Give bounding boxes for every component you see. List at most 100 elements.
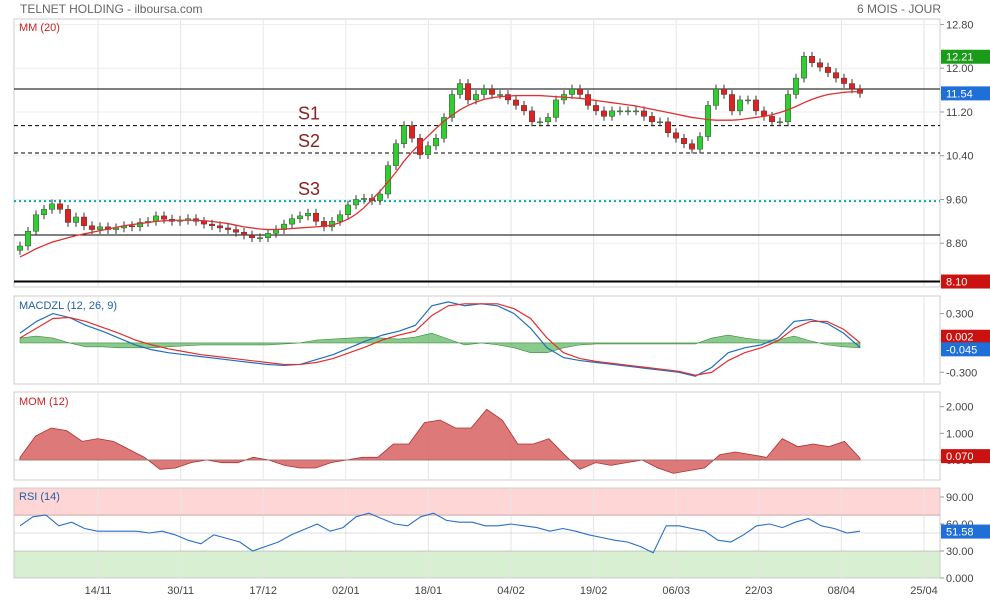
candle	[57, 203, 64, 210]
price-pane-title: MM (20)	[19, 22, 60, 34]
macd-last-label-bg	[941, 342, 990, 357]
price-label: 11.54	[946, 88, 973, 100]
candle	[152, 215, 159, 222]
mom-pane-frame	[13, 391, 941, 481]
x-tick-label: 04/02	[497, 585, 525, 597]
x-tick-label: 02/01	[332, 585, 360, 597]
x-tick-label: 25/04	[910, 585, 938, 597]
candle	[33, 214, 40, 232]
candle	[41, 209, 48, 216]
candle	[625, 110, 632, 113]
candle	[657, 121, 664, 124]
candle	[489, 88, 496, 95]
candle	[633, 110, 640, 113]
candle	[409, 125, 416, 139]
candle	[609, 110, 616, 117]
candle	[513, 99, 520, 106]
candle	[497, 94, 504, 96]
candle	[833, 72, 840, 79]
candle	[729, 94, 736, 112]
macd-pane-frame	[13, 295, 941, 385]
rsi-line	[19, 512, 861, 554]
x-tick-label: 08/04	[828, 585, 856, 597]
x-tick-label: 30/11	[167, 585, 194, 597]
candle	[617, 110, 624, 113]
candle	[96, 226, 103, 230]
axes: 14/11 30/11 17/12 02/01 18/01 04/02 19/02 06/03…	[85, 19, 990, 597]
macd-pane	[19, 301, 861, 377]
candle	[64, 209, 71, 223]
price-tick-label: 8.80	[946, 238, 967, 250]
candle	[721, 88, 728, 95]
candle	[345, 204, 352, 216]
rsi-oversold-band	[14, 551, 940, 578]
chart-period: 6 MOIS - JOUR	[857, 2, 942, 16]
x-tick-label: 22/03	[745, 585, 773, 597]
macd-signal-last-label: 0.002	[946, 332, 974, 344]
candle	[577, 88, 584, 95]
price-tick-label: 11.20	[946, 107, 973, 119]
price-label: 12.21	[946, 52, 974, 64]
candle	[545, 117, 552, 123]
candle	[240, 232, 247, 236]
rsi-tick-label: 90.00	[946, 492, 974, 504]
momentum-area	[19, 408, 861, 474]
candle	[289, 218, 296, 225]
x-tick-label: 17/12	[249, 585, 277, 597]
candle	[841, 77, 848, 84]
candle	[393, 143, 400, 166]
candle	[705, 105, 712, 137]
candle	[825, 66, 832, 73]
rsi-tick-label: 30.00	[946, 546, 974, 558]
macd-tick-label: 0.300	[946, 309, 974, 321]
x-tick-label: 19/02	[580, 585, 608, 597]
x-tick-label: 18/01	[415, 585, 443, 597]
candle	[681, 138, 688, 144]
candle	[17, 245, 24, 251]
candle	[593, 105, 600, 112]
candle	[817, 62, 824, 68]
candle	[777, 121, 784, 124]
candle	[313, 212, 320, 222]
candle	[449, 94, 456, 118]
candle	[385, 165, 392, 195]
support-label-s3: S3	[298, 179, 320, 199]
momentum-pane	[14, 408, 940, 474]
candle	[224, 227, 231, 230]
candle	[697, 136, 704, 150]
price-tick-label: 10.40	[946, 151, 974, 163]
rsi-overbought-band	[14, 488, 940, 516]
candle	[136, 222, 143, 228]
rsi-tick-label: 0.000	[946, 573, 974, 585]
rsi-pane	[14, 512, 940, 554]
mom-tick-label: 2.000	[946, 402, 974, 414]
support-label-s2: S2	[298, 131, 320, 151]
candle	[49, 203, 56, 210]
mom-tick-label: 1.000	[946, 428, 974, 440]
x-tick-label: 14/11	[85, 585, 112, 597]
candle	[208, 223, 215, 226]
candle	[665, 121, 672, 133]
candle	[473, 94, 480, 101]
candle	[72, 216, 79, 223]
signal-line	[19, 303, 861, 376]
candle	[377, 193, 384, 201]
momentum-last-label: 0.070	[946, 451, 974, 463]
candle	[753, 99, 760, 112]
rsi-last-label-bg	[941, 524, 990, 539]
candle	[569, 88, 576, 95]
candle	[265, 233, 272, 238]
candle	[769, 116, 776, 123]
candle	[689, 143, 696, 150]
price-label-bg	[941, 49, 990, 64]
price-tick-label: 9.60	[946, 194, 967, 206]
macd-signal-last-label-bg	[941, 329, 990, 344]
candle	[481, 88, 488, 95]
candle	[785, 94, 792, 123]
price-tick-label: 12.00	[946, 63, 974, 75]
candle	[553, 99, 560, 118]
candle	[128, 225, 135, 228]
candle	[737, 99, 744, 112]
momentum-last-label-bg	[941, 449, 990, 464]
candle	[713, 88, 720, 106]
